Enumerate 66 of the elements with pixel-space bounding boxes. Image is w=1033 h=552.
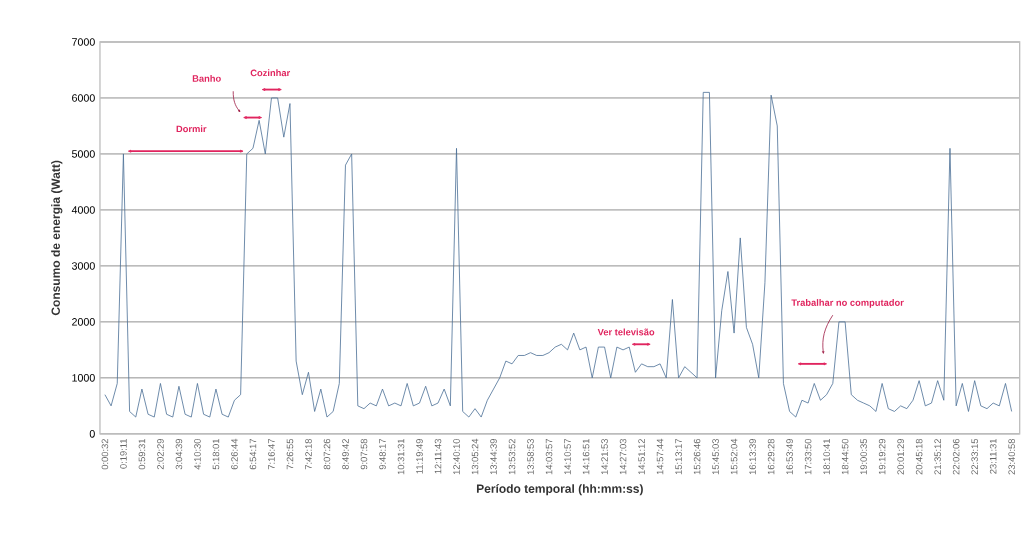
annotation: Dormir <box>176 125 207 133</box>
x-tick-label: 16:29:28 <box>767 439 775 475</box>
y-tick-label: 4000 <box>71 206 95 214</box>
y-axis-title: Consumo de energia (Watt) <box>51 160 63 316</box>
x-tick-label: 0:00:32 <box>101 439 109 470</box>
x-tick-label: 7:16:47 <box>268 439 275 470</box>
x-tick-label: 12:11:43 <box>434 439 442 474</box>
x-tick-label: 15:52:04 <box>730 438 738 475</box>
x-tick-label: 16:53:49 <box>786 439 793 475</box>
y-tick-label: 2000 <box>72 318 95 326</box>
x-tick-label: 15:45:03 <box>712 439 719 475</box>
x-tick-label: 0:19:11 <box>120 439 127 469</box>
x-tick-label: 19:00:35 <box>860 439 867 475</box>
x-tick-label: 2:02:29 <box>157 439 164 470</box>
x-tick-label: 0:59:31 <box>138 439 146 470</box>
x-tick-label: 6:26:44 <box>231 438 238 470</box>
x-tick-label: 6:54:17 <box>249 439 257 470</box>
x-tick-label: 13:58:53 <box>527 439 534 475</box>
x-tick-label: 11:19:49 <box>416 439 423 474</box>
x-tick-label: 5:18:01 <box>212 439 220 470</box>
x-tick-label: 15:26:46 <box>693 439 701 475</box>
x-tick-label: 4:10:30 <box>194 439 201 470</box>
x-tick-label: 21:35:12 <box>934 439 941 475</box>
x-tick-label: 7:26:55 <box>286 439 294 470</box>
x-tick-label: 19:19:29 <box>878 439 886 475</box>
y-tick-label: 3000 <box>71 262 95 270</box>
line-series <box>104 92 1013 418</box>
x-tick-label: 14:27:03 <box>619 439 627 475</box>
x-tick-label: 14:57:44 <box>656 438 664 475</box>
x-tick-label: 14:10:57 <box>564 439 571 475</box>
annotation: Banho <box>192 75 221 82</box>
x-tick-label: 8:49:42 <box>342 439 349 470</box>
x-axis-title: Período temporal (hh:mm:ss) <box>476 484 643 496</box>
x-tick-label: 8:07:26 <box>323 439 331 470</box>
x-tick-label: 13:05:24 <box>471 438 479 475</box>
x-tick-label: 7:42:18 <box>305 439 312 470</box>
x-tick-label: 12:40:10 <box>453 439 460 475</box>
y-tick-label: 5000 <box>71 150 95 158</box>
x-tick-label: 18:10:41 <box>823 439 830 475</box>
x-tick-label: 20:45:18 <box>915 439 923 475</box>
x-tick-label: 16:13:39 <box>749 439 756 475</box>
x-tick-label: 17:33:50 <box>804 439 812 475</box>
y-tick-label: 1000 <box>72 374 95 382</box>
x-tick-label: 14:21:53 <box>601 439 608 475</box>
x-tick-label: 3:04:39 <box>175 439 183 470</box>
y-tick-label: 7000 <box>72 38 95 46</box>
x-tick-label: 14:03:57 <box>545 439 553 475</box>
y-tick-label: 0 <box>89 430 95 438</box>
x-tick-label: 9:48:17 <box>379 439 386 470</box>
x-tick-label: 13:53:52 <box>508 439 516 475</box>
x-tick-label: 14:16:51 <box>582 439 590 475</box>
x-tick-label: 15:13:17 <box>675 439 682 475</box>
x-tick-label: 13:44:39 <box>490 439 497 475</box>
annotation: Ver televisão <box>597 328 655 336</box>
x-tick-label: 22:02:06 <box>952 439 960 475</box>
x-tick-label: 22:33:15 <box>971 439 978 475</box>
x-tick-label: 23:40:58 <box>1008 439 1015 475</box>
y-tick-label: 6000 <box>72 94 95 102</box>
x-tick-label: 20:01:29 <box>897 439 904 475</box>
annotation: Trabalhar no computador <box>791 299 904 308</box>
x-tick-label: 9:07:58 <box>360 439 368 470</box>
annotation: Cozinhar <box>250 69 291 77</box>
x-tick-label: 23:11:31 <box>989 439 997 474</box>
x-tick-label: 10:31:31 <box>397 439 405 475</box>
x-tick-label: 14:51:12 <box>638 439 645 475</box>
x-tick-label: 18:44:50 <box>841 439 849 475</box>
